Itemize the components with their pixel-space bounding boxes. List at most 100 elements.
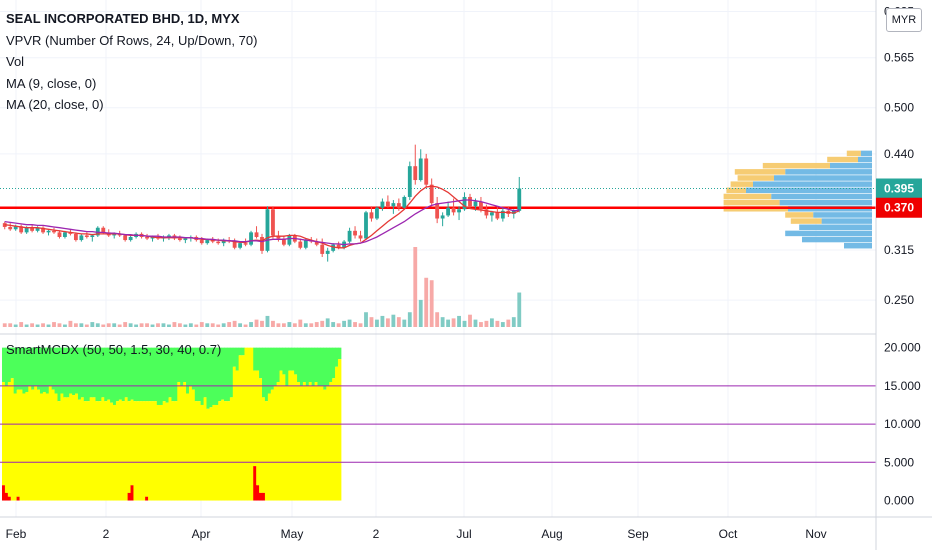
- mcdx-hotmoney-bar: [212, 404, 216, 501]
- mcdx-retail-bar: [130, 347, 134, 400]
- candle-body: [375, 207, 379, 219]
- legend-vpvr[interactable]: VPVR (Number Of Rows, 24, Up/Down, 70): [6, 32, 258, 48]
- mcdx-retail-bar: [153, 347, 158, 402]
- mcdx-retail-bar: [121, 347, 126, 402]
- mcdx-hotmoney-bar: [63, 397, 67, 501]
- mcdx-banker-bar: [259, 492, 263, 501]
- volume-bar: [407, 312, 412, 327]
- mcdx-retail-bar: [326, 347, 330, 386]
- mcdx-hotmoney-bar: [197, 401, 202, 501]
- mcdx-retail-bar: [113, 347, 117, 405]
- mcdx-hotmoney-bar: [159, 404, 164, 501]
- volume-bar: [84, 324, 89, 327]
- mcdx-hotmoney-bar: [232, 366, 237, 501]
- time-tick-label: Nov: [805, 527, 826, 541]
- mcdx-hotmoney-bar: [10, 378, 15, 501]
- vp-down-bar: [737, 175, 774, 181]
- mcdx-retail-bar: [276, 347, 281, 383]
- legend-ma9[interactable]: MA (9, close, 0): [6, 75, 97, 91]
- mcdx-retail-bar: [221, 347, 225, 400]
- mcdx-banker-bar: [2, 485, 6, 501]
- smartmcdx-legend[interactable]: SmartMCDX (50, 50, 1.5, 30, 40, 0.7): [6, 342, 222, 357]
- mcdx-hotmoney-bar: [270, 389, 275, 501]
- price-tick-label: 0.315: [884, 243, 914, 257]
- legend-vol[interactable]: Vol: [6, 54, 25, 69]
- mcdx-hotmoney-bar: [42, 391, 47, 501]
- volume-bar: [199, 322, 204, 327]
- mcdx-retail-bar: [25, 347, 29, 392]
- volume-bar: [194, 324, 199, 327]
- mcdx-retail-bar: [291, 347, 295, 371]
- mcdx-retail-bar: [63, 347, 67, 398]
- volume-bar: [303, 323, 308, 327]
- candle-body: [451, 207, 456, 213]
- vp-up-bar: [753, 181, 872, 187]
- mcdx-hotmoney-bar: [288, 370, 292, 501]
- mcdx-retail-bar: [150, 347, 155, 402]
- candle-body: [347, 230, 352, 242]
- mcdx-retail-bar: [194, 347, 199, 402]
- currency-button[interactable]: MYR: [886, 8, 922, 32]
- volume-bar: [30, 323, 35, 327]
- volume-bar: [95, 323, 100, 327]
- mcdx-retail-bar: [107, 347, 111, 400]
- mcdx-hotmoney-bar: [86, 401, 91, 501]
- mcdx-hotmoney-bar: [72, 395, 76, 501]
- vp-up-bar: [799, 224, 872, 230]
- mcdx-hotmoney-bar: [142, 401, 146, 501]
- mcdx-hotmoney-bar: [320, 385, 324, 501]
- mcdx-retail-bar: [51, 347, 56, 390]
- mcdx-banker-bar: [127, 492, 132, 501]
- volume-bar: [336, 323, 341, 327]
- mcdx-hotmoney-bar: [7, 382, 12, 497]
- candle-body: [396, 203, 401, 208]
- time-tick-label: 2: [103, 527, 110, 541]
- volume-bar: [314, 322, 319, 327]
- volume-bar: [358, 323, 363, 327]
- mcdx-retail-bar: [104, 347, 108, 402]
- candle-body: [95, 227, 100, 236]
- legend-ma20[interactable]: MA (20, close, 0): [6, 97, 104, 112]
- volume-bar: [375, 319, 379, 327]
- volume-bar: [309, 323, 314, 327]
- mcdx-retail-bar: [273, 347, 278, 386]
- candle-body: [73, 233, 78, 241]
- mcdx-hotmoney-bar: [323, 389, 327, 501]
- vp-up-bar: [844, 242, 872, 249]
- mcdx-retail-bar: [16, 347, 21, 390]
- mcdx-hotmoney-bar: [305, 385, 310, 501]
- mcdx-retail-bar: [145, 347, 149, 402]
- volume-bar: [210, 323, 215, 327]
- candle-body: [205, 240, 210, 244]
- mcdx-hotmoney-bar: [107, 399, 111, 501]
- volume-profile: [723, 150, 872, 249]
- mcdx-hotmoney-bar: [299, 385, 304, 501]
- volume-bar: [364, 312, 368, 327]
- chart-title[interactable]: SEAL INCORPORATED BHD, 1D, MYX: [6, 11, 240, 26]
- vp-up-bar: [813, 212, 872, 218]
- volume-bar: [145, 323, 149, 327]
- volume-bar: [385, 318, 390, 327]
- mcdx-retail-bar: [139, 347, 143, 402]
- mcdx-hotmoney-bar: [83, 401, 88, 501]
- mcdx-retail-bar: [241, 347, 245, 356]
- mcdx-retail-bar: [31, 347, 35, 390]
- ma20-line: [4, 199, 520, 246]
- mcdx-retail-bar: [183, 347, 187, 383]
- volume-bar: [473, 319, 478, 327]
- mcdx-hotmoney-bar: [215, 404, 219, 501]
- mcdx-hotmoney-bar: [191, 389, 196, 501]
- candle-body: [314, 241, 319, 245]
- mcdx-tick-label: 10.000: [884, 417, 921, 431]
- volume-bar: [287, 322, 292, 327]
- candle-body: [112, 233, 117, 236]
- mcdx-retail-bar: [159, 347, 164, 405]
- mcdx-tick-label: 20.000: [884, 341, 921, 355]
- mcdx-hotmoney-bar: [31, 389, 35, 501]
- mcdx-retail-bar: [136, 347, 140, 402]
- mcdx-hotmoney-bar: [34, 385, 38, 501]
- mcdx-retail-bar: [86, 347, 91, 402]
- mcdx-retail-bar: [13, 347, 18, 394]
- mcdx-banker-bar: [130, 485, 134, 501]
